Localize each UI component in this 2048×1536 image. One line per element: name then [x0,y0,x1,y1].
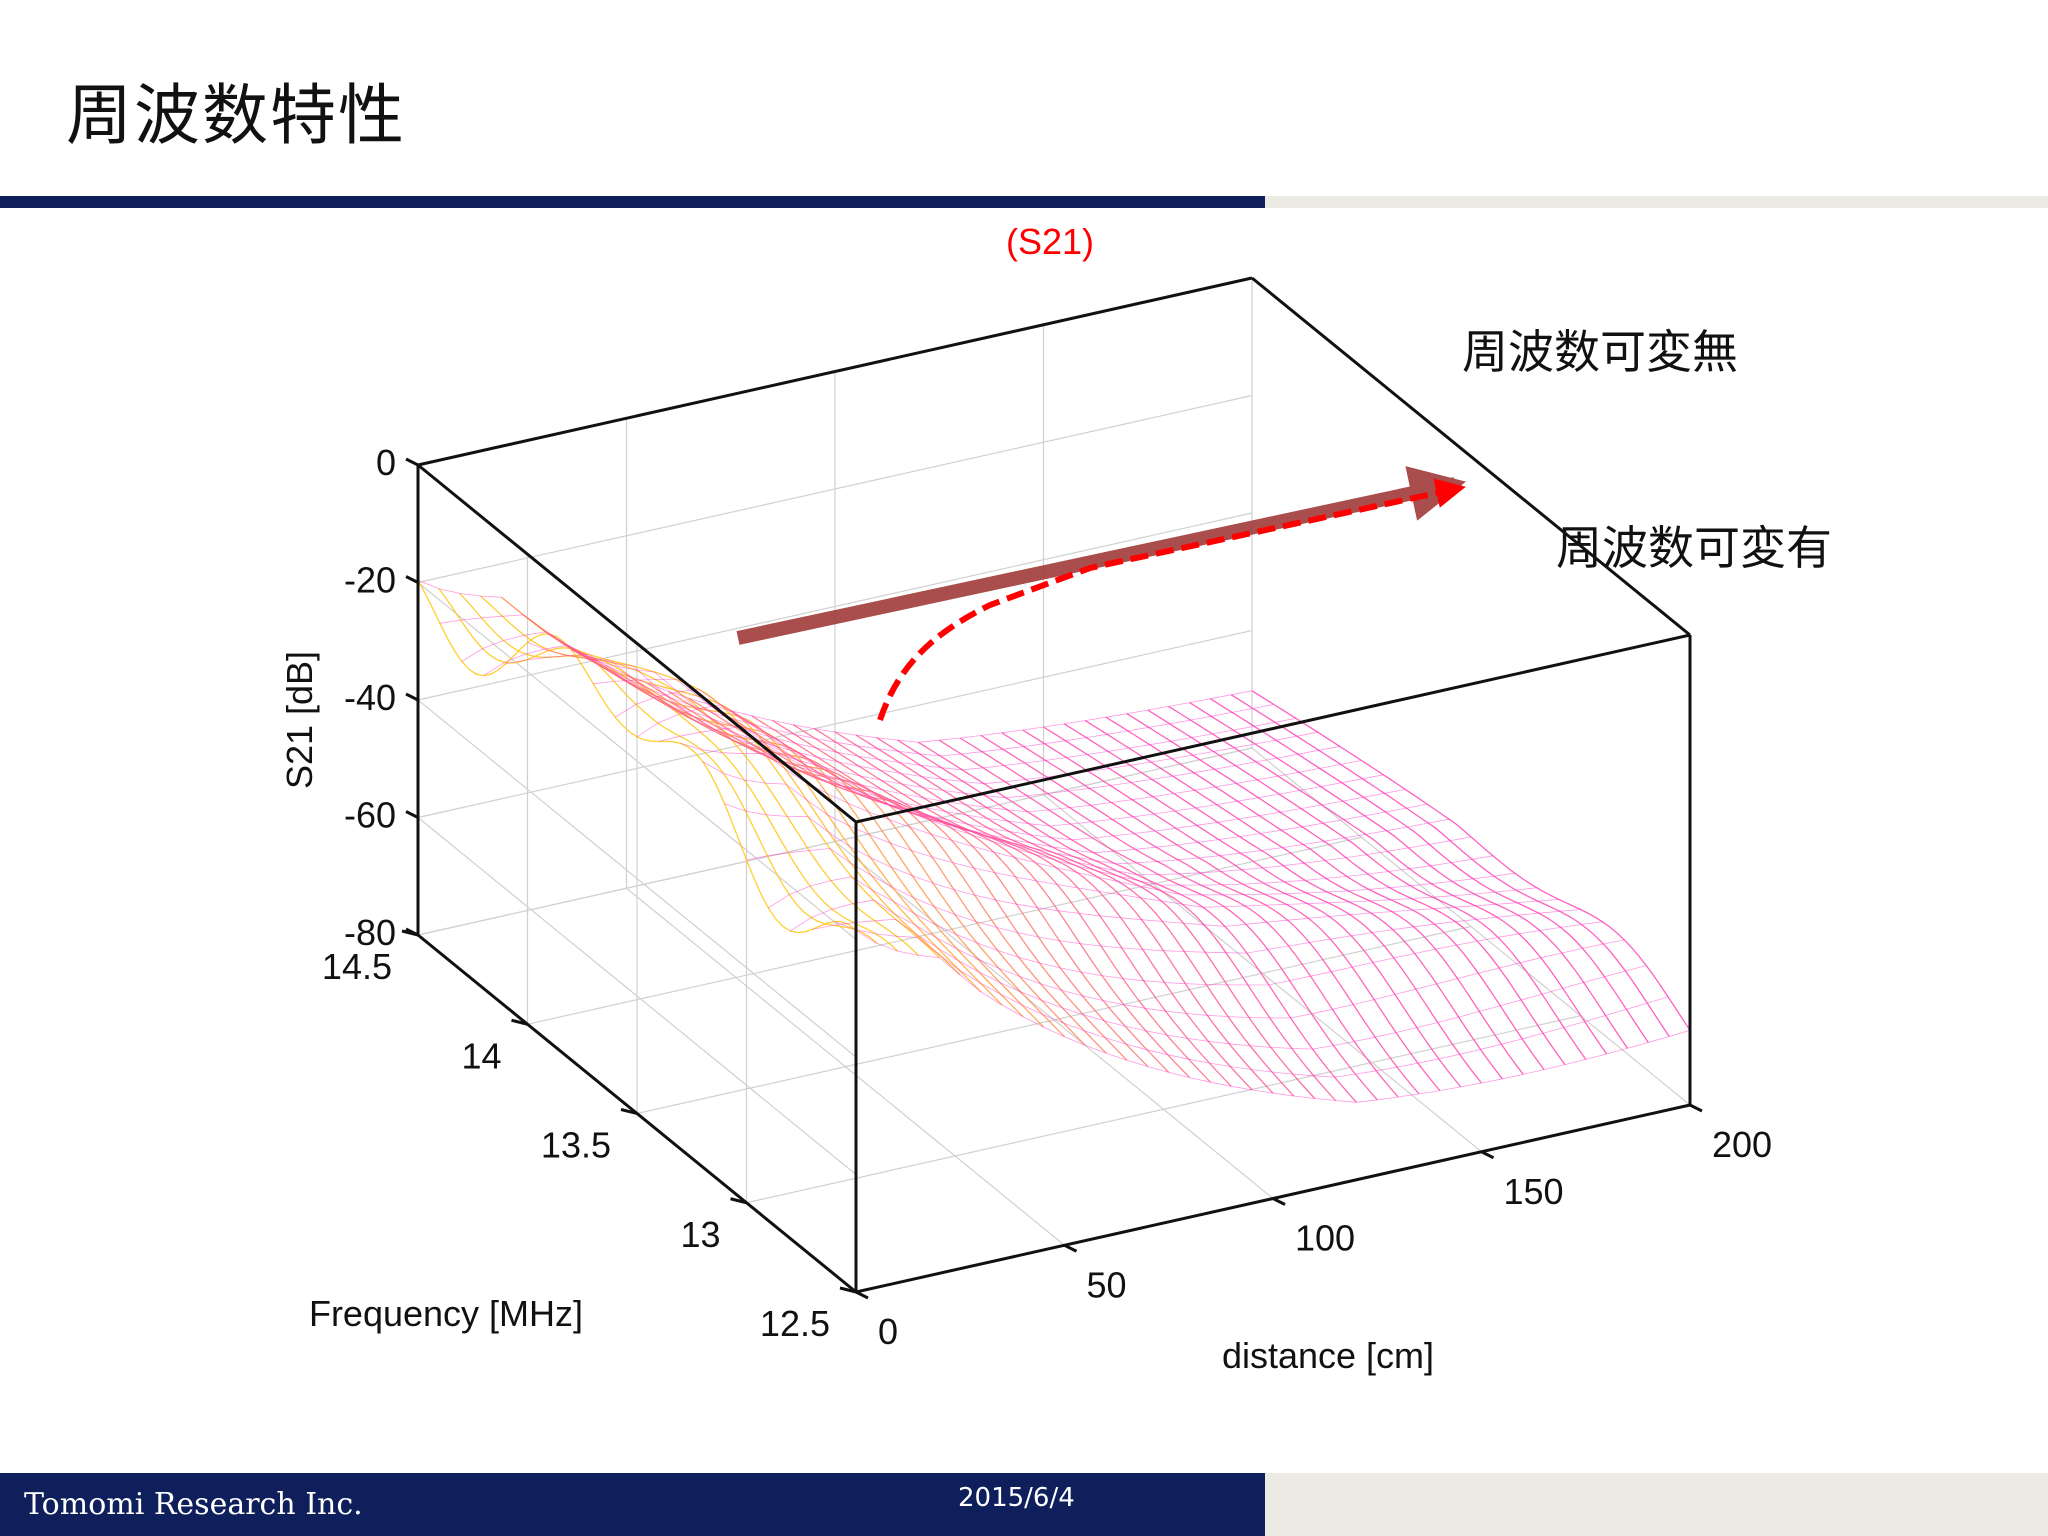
box-edge [855,633,1691,824]
surface-line-frequency [658,726,1493,886]
z-tick-label: 0 [376,442,396,483]
tick-labels: 0 50 100 150 200 12.5 13 13.5 14 14.5 0 -20 -40 -60 -8… [322,442,1772,1352]
y-tick-mark [511,1018,528,1026]
x-tick-mark [855,1290,869,1300]
z-tick-mark [405,810,419,819]
page-title: 周波数特性 [66,77,406,154]
grid-line-x [834,371,1274,1199]
surface-line-frequency [790,899,1625,1019]
surface-line-frequency [439,614,1274,757]
z-tick-label: -20 [344,560,396,601]
y-tick-mark [620,1108,638,1115]
annotation-arrows [736,466,1466,721]
x-tick-label: 0 [878,1311,898,1352]
surface-line-frequency [702,761,1537,908]
y-tick-label: 14 [461,1035,501,1076]
y-tick-mark [839,1286,857,1294]
y-axis-label: Frequency [MHz] [309,1293,583,1334]
surface-line-distance [938,739,1378,1101]
surface-line-frequency [483,644,1318,785]
surface-line-frequency [680,743,1515,896]
z-axis-label: S21 [dB] [279,651,320,789]
footer-band: Tomomi Research Inc. 2015/6/4 [0,1473,1265,1536]
y-tick-label: 12.5 [760,1303,830,1344]
surface-line-frequency [549,633,1384,827]
footer-company: Tomomi Research Inc. [24,1487,363,1522]
grid-line-x [1251,278,1691,1106]
annotation-no-tuning: 周波数可変無 [1462,325,1738,379]
surface-line-frequency [812,918,1647,1050]
z-tick-label: -40 [344,677,396,718]
z-tick-label: -60 [344,795,396,836]
x-axis-label: distance [cm] [1222,1335,1434,1376]
grid-line-y [526,554,1362,1025]
x-tick-mark [1689,1103,1703,1113]
arrow-with-tuning [877,478,1466,721]
box-edge [417,463,857,824]
y-tick-label: 13 [680,1214,720,1255]
x-tick-mark [1063,1243,1078,1253]
grid-line-y [855,822,1691,1293]
y-tick-mark [730,1197,747,1205]
box-edge [1251,276,1691,637]
surface-line-distance [605,664,1045,1028]
x-tick-label: 200 [1712,1124,1772,1165]
z-tick-mark [405,457,419,467]
x-tick-mark [1272,1197,1286,1206]
surface-line-frequency [461,631,1296,771]
surface-mesh [417,579,1691,1103]
surface-line-distance [1230,694,1670,1037]
surface-line-frequency [855,929,1691,1103]
surface-line-frequency [746,848,1581,954]
surface-line-frequency [636,704,1472,876]
footer-date: 2015/6/4 [958,1483,1075,1513]
surface-line-distance [1209,698,1649,1043]
header-band-light [1265,196,2048,208]
y-tick-label: 14.5 [322,946,392,987]
header-band-navy [0,196,1265,208]
x-tick-label: 150 [1504,1171,1564,1212]
footer-band-light [1265,1473,2048,1536]
surface-line-distance [563,642,1003,1006]
z-tick-mark [405,575,419,584]
grid-line-x [625,418,1065,1246]
surface-line-distance [521,613,961,976]
chart-box [416,276,1692,1294]
x-tick-label: 100 [1295,1218,1355,1259]
surface-line-frequency [614,688,1450,865]
z-tick-mark [405,927,419,937]
surface-line-frequency [527,642,1362,813]
surface-line-frequency [768,876,1603,986]
annotation-with-tuning: 周波数可変有 [1556,521,1832,575]
surface-line-frequency [833,921,1669,1078]
surface-line-distance [1063,723,1503,1080]
z-tick-mark [405,692,419,702]
surface-line-distance [1251,690,1691,1031]
surface-line-frequency [417,579,1253,743]
arrow-no-tuning [736,466,1466,645]
x-tick-mark [1480,1150,1495,1160]
box-edge [417,276,1253,467]
surface-line-distance [1022,729,1462,1088]
surface-line-frequency [724,803,1559,927]
z-tick-label: -80 [344,912,396,953]
surface-line-distance [500,596,940,959]
surface-line-frequency [571,649,1406,841]
chart-title: (S21) [1006,221,1094,262]
x-tick-label: 50 [1087,1264,1127,1305]
surface-line-distance [751,715,1191,1079]
y-tick-label: 13.5 [541,1125,611,1166]
